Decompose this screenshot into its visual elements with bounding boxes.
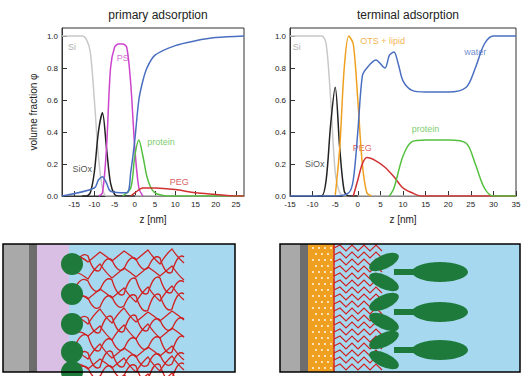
svg-text:SiOx: SiOx <box>72 164 92 174</box>
svg-text:1.0: 1.0 <box>47 32 59 41</box>
svg-text:PEG: PEG <box>352 143 372 153</box>
svg-text:20: 20 <box>444 200 453 209</box>
svg-text:1.0: 1.0 <box>275 32 287 41</box>
svg-text:0.6: 0.6 <box>275 96 287 105</box>
svg-text:Si: Si <box>68 42 76 52</box>
svg-text:0: 0 <box>356 200 361 209</box>
svg-text:10: 10 <box>171 200 180 209</box>
svg-text:PEG: PEG <box>170 177 189 187</box>
svg-text:SiOx: SiOx <box>305 159 325 169</box>
svg-text:0: 0 <box>133 200 138 209</box>
svg-text:35: 35 <box>512 200 521 209</box>
svg-text:-15: -15 <box>284 200 296 209</box>
svg-text:protein: protein <box>412 124 440 134</box>
svg-text:15: 15 <box>421 200 430 209</box>
svg-text:0.4: 0.4 <box>275 128 287 137</box>
svg-text:30: 30 <box>489 200 498 209</box>
svg-text:25: 25 <box>466 200 475 209</box>
svg-text:5: 5 <box>378 200 383 209</box>
svg-text:OTS + lipid: OTS + lipid <box>360 36 405 46</box>
svg-text:25: 25 <box>231 200 240 209</box>
svg-text:20: 20 <box>211 200 220 209</box>
svg-text:terminal adsorption: terminal adsorption <box>357 8 459 22</box>
svg-text:-15: -15 <box>68 200 80 209</box>
svg-text:-5: -5 <box>332 200 340 209</box>
svg-text:volume fraction φ: volume fraction φ <box>28 73 39 151</box>
svg-text:protein: protein <box>147 137 175 147</box>
svg-text:z [nm]: z [nm] <box>139 214 166 225</box>
svg-text:0.2: 0.2 <box>47 160 59 169</box>
svg-text:Si: Si <box>293 42 301 52</box>
svg-text:0.8: 0.8 <box>47 64 59 73</box>
svg-text:0.0: 0.0 <box>47 192 59 201</box>
svg-text:10: 10 <box>399 200 408 209</box>
svg-text:0.2: 0.2 <box>275 160 287 169</box>
svg-text:5: 5 <box>153 200 158 209</box>
svg-text:-10: -10 <box>89 200 101 209</box>
svg-text:PS: PS <box>117 53 129 63</box>
svg-text:0.6: 0.6 <box>47 96 59 105</box>
svg-text:water: water <box>464 47 487 57</box>
svg-text:0.8: 0.8 <box>275 64 287 73</box>
svg-text:0.4: 0.4 <box>47 128 59 137</box>
svg-text:primary adsorption: primary adsorption <box>108 8 207 22</box>
svg-text:0.0: 0.0 <box>274 191 286 201</box>
svg-text:-5: -5 <box>111 200 119 209</box>
svg-text:-10: -10 <box>307 200 319 209</box>
svg-text:15: 15 <box>191 200 200 209</box>
svg-text:z [nm]: z [nm] <box>389 214 416 225</box>
